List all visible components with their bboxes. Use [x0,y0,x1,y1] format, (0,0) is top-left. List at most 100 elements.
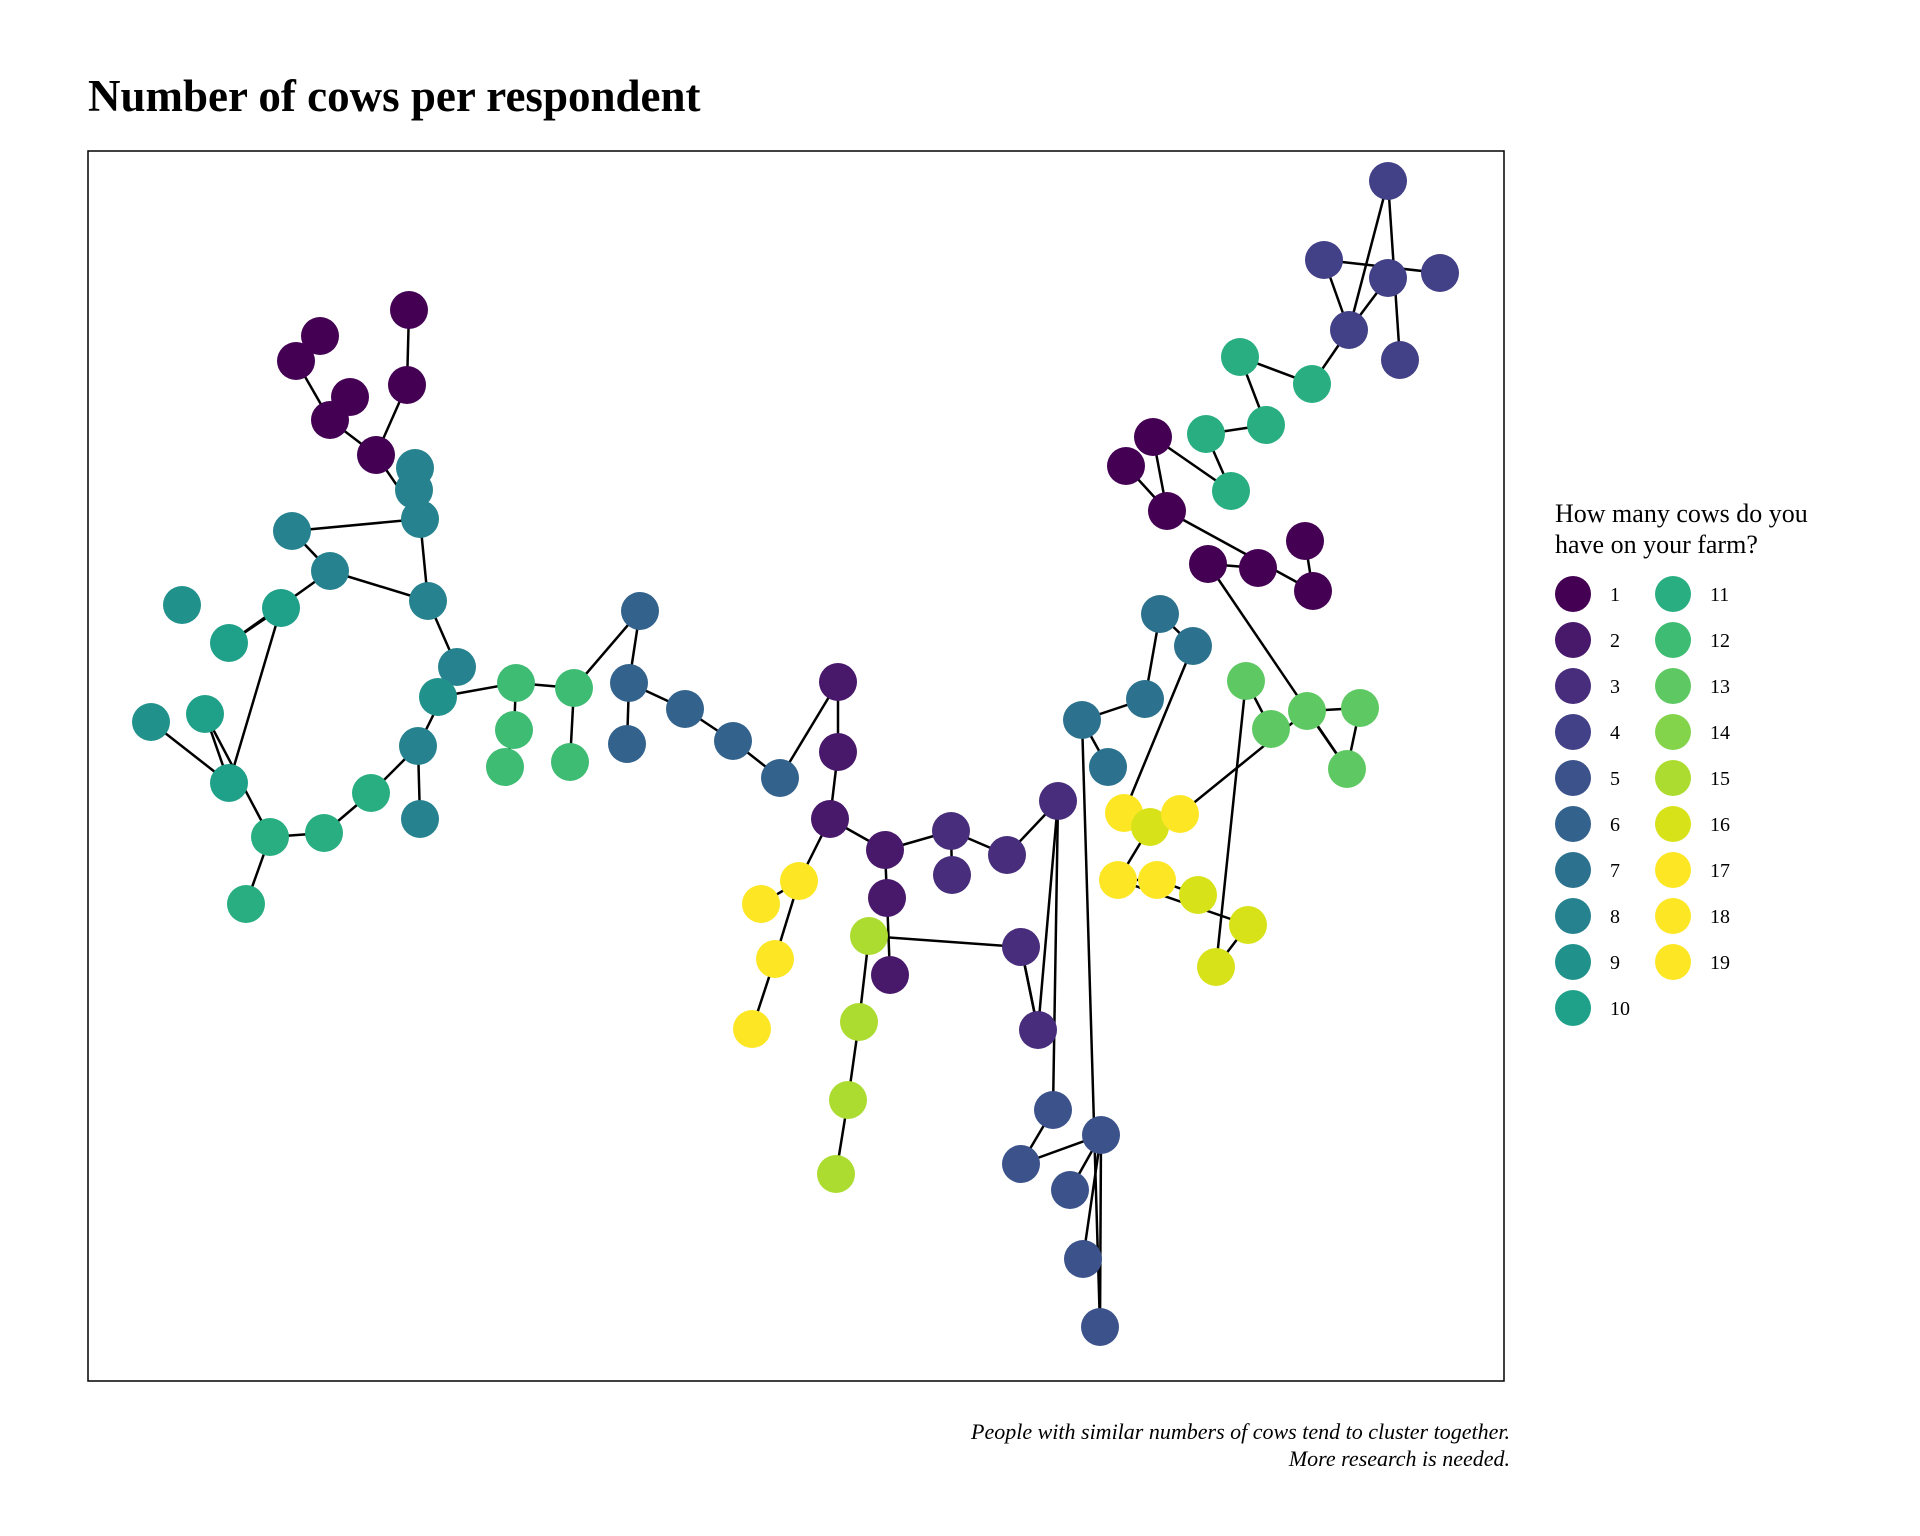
legend-swatch [1555,944,1591,980]
respondent-node [1369,259,1407,297]
legend-label: 14 [1710,722,1730,744]
respondent-node [1002,928,1040,966]
respondent-node [210,624,248,662]
respondent-node [811,800,849,838]
edge [1206,563,1349,770]
respondent-node [277,342,315,380]
respondent-node [1330,311,1368,349]
respondent-node [551,743,589,781]
respondent-node [840,1003,878,1041]
respondent-node [1187,415,1225,453]
respondent-node [409,582,447,620]
respondent-node [1247,406,1285,444]
legend-label: 16 [1710,814,1730,836]
respondent-node [1369,162,1407,200]
respondent-node [1082,1116,1120,1154]
legend-item: 14 [1655,714,1730,750]
edge [1036,800,1060,1031]
respondent-node [850,917,888,955]
legend-swatch [1655,806,1691,842]
respondent-node [1381,341,1419,379]
respondent-node [186,695,224,733]
legend-item: 10 [1555,990,1630,1026]
respondent-node [1305,241,1343,279]
respondent-node [756,940,794,978]
legend-label: 10 [1610,998,1630,1020]
legend-item: 12 [1655,622,1730,658]
respondent-node [1002,1145,1040,1183]
legend-item: 13 [1655,668,1730,704]
respondent-node [666,690,704,728]
edge [868,934,1022,949]
edge [1080,719,1102,1328]
legend-label: 7 [1610,860,1620,882]
legend-title-line1: How many cows do you [1555,499,1808,528]
legend-item: 5 [1555,760,1620,796]
respondent-node [311,552,349,590]
respondent-node [1019,1011,1057,1049]
legend-item: 16 [1655,806,1730,842]
respondent-node [1107,447,1145,485]
legend-swatch [1555,576,1591,612]
legend-item: 18 [1655,898,1730,934]
respondent-node [817,1155,855,1193]
legend-item: 1 [1555,576,1620,612]
respondent-node [305,814,343,852]
respondent-node [390,291,428,329]
respondent-node [1239,549,1277,587]
respondent-node [1089,748,1127,786]
legend-label: 8 [1610,906,1620,928]
legend-swatch [1555,806,1591,842]
respondent-node [251,818,289,856]
legend-swatch [1555,898,1591,934]
legend-label: 2 [1610,630,1620,652]
respondent-node [780,862,818,900]
legend-label: 17 [1710,860,1730,882]
respondent-node [742,885,780,923]
respondent-node [932,812,970,850]
respondent-node [871,956,909,994]
respondent-node [1328,750,1366,788]
respondent-node [733,1010,771,1048]
respondent-node [495,711,533,749]
respondent-node [210,764,248,802]
edge [1122,645,1195,814]
respondent-node [1212,472,1250,510]
legend-item: 7 [1555,852,1620,888]
caption: People with similar numbers of cows tend… [971,1418,1510,1472]
respondent-node [1134,418,1172,456]
caption-line1: People with similar numbers of cows tend… [971,1419,1510,1444]
respondent-node [608,725,646,763]
plot-border [87,150,1505,1382]
respondent-node [357,436,395,474]
respondent-node [988,836,1026,874]
legend-item: 4 [1555,714,1620,750]
respondent-node [866,831,904,869]
legend-swatch [1555,990,1591,1026]
legend-item: 11 [1655,576,1729,612]
respondent-node [1051,1171,1089,1209]
respondent-node [610,664,648,702]
legend-swatch [1655,576,1691,612]
respondent-node [1081,1308,1119,1346]
respondent-node [1227,662,1265,700]
legend-swatch [1555,714,1591,750]
respondent-node [352,774,390,812]
respondent-node [1131,808,1169,846]
respondent-node [438,648,476,686]
legend-item: 2 [1555,622,1620,658]
legend-label: 3 [1610,676,1620,698]
node-layer [132,162,1459,1346]
legend-label: 18 [1710,906,1730,928]
edge [1051,800,1060,1111]
respondent-node [1174,627,1212,665]
respondent-node [395,471,433,509]
respondent-node [419,678,457,716]
respondent-node [262,589,300,627]
respondent-node [399,727,437,765]
legend-swatch [1655,852,1691,888]
respondent-node [1229,906,1267,944]
legend-label: 4 [1610,722,1620,744]
edge [1166,509,1314,593]
respondent-node [1252,710,1290,748]
